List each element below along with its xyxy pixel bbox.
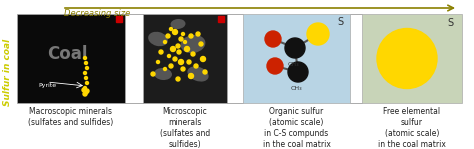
Circle shape bbox=[203, 70, 207, 74]
Ellipse shape bbox=[154, 68, 172, 80]
Text: Macroscopic minerals
(sulfates and sulfides): Macroscopic minerals (sulfates and sulfi… bbox=[28, 107, 114, 127]
Circle shape bbox=[194, 64, 198, 68]
Text: Sulfur in coal: Sulfur in coal bbox=[3, 38, 12, 106]
Circle shape bbox=[85, 89, 89, 93]
Circle shape bbox=[191, 52, 195, 56]
Circle shape bbox=[179, 59, 183, 65]
Bar bbox=[143, 14, 227, 103]
Circle shape bbox=[285, 38, 305, 58]
Circle shape bbox=[169, 64, 173, 68]
Circle shape bbox=[85, 66, 89, 69]
Text: Free elemental
sulfur
(atomic scale)
in the coal matrix: Free elemental sulfur (atomic scale) in … bbox=[378, 107, 446, 149]
Circle shape bbox=[164, 41, 166, 44]
Circle shape bbox=[288, 62, 308, 82]
Text: Organic sulfur
(atomic scale)
in C-S compunds
in the coal matrix: Organic sulfur (atomic scale) in C-S com… bbox=[263, 107, 330, 149]
Circle shape bbox=[164, 67, 166, 70]
Text: Microscopic
minerals
(sulfates and
sulfides): Microscopic minerals (sulfates and sulfi… bbox=[160, 107, 210, 149]
Text: CH₃: CH₃ bbox=[287, 62, 299, 67]
Circle shape bbox=[201, 56, 206, 62]
Circle shape bbox=[156, 60, 159, 63]
Circle shape bbox=[84, 62, 88, 65]
Circle shape bbox=[189, 34, 193, 38]
Circle shape bbox=[176, 77, 180, 81]
Circle shape bbox=[83, 87, 86, 90]
Circle shape bbox=[159, 50, 163, 54]
Circle shape bbox=[173, 57, 177, 61]
Ellipse shape bbox=[171, 19, 185, 29]
Circle shape bbox=[189, 73, 193, 79]
Circle shape bbox=[181, 67, 185, 71]
Circle shape bbox=[84, 76, 88, 80]
Text: Coal: Coal bbox=[47, 45, 87, 63]
Circle shape bbox=[267, 58, 283, 74]
Circle shape bbox=[171, 46, 175, 52]
Text: CH₃: CH₃ bbox=[290, 86, 302, 91]
Circle shape bbox=[82, 88, 86, 92]
Circle shape bbox=[84, 90, 88, 94]
Circle shape bbox=[196, 32, 200, 36]
Circle shape bbox=[83, 92, 87, 96]
Bar bbox=[362, 14, 462, 103]
Circle shape bbox=[183, 41, 186, 44]
Circle shape bbox=[85, 82, 89, 84]
Circle shape bbox=[182, 32, 184, 35]
Ellipse shape bbox=[187, 66, 209, 82]
Bar bbox=[218, 16, 224, 22]
Ellipse shape bbox=[148, 32, 168, 46]
Circle shape bbox=[83, 56, 86, 59]
Circle shape bbox=[177, 50, 181, 54]
Circle shape bbox=[199, 42, 203, 46]
Bar bbox=[17, 14, 125, 103]
Circle shape bbox=[83, 72, 86, 74]
Circle shape bbox=[170, 28, 173, 31]
Circle shape bbox=[176, 44, 180, 48]
Circle shape bbox=[307, 23, 329, 45]
Circle shape bbox=[173, 30, 177, 35]
Bar bbox=[243, 14, 350, 103]
Circle shape bbox=[265, 31, 281, 47]
Circle shape bbox=[187, 60, 191, 64]
Text: S: S bbox=[337, 17, 343, 27]
Circle shape bbox=[377, 28, 437, 89]
Circle shape bbox=[179, 37, 183, 41]
Circle shape bbox=[166, 34, 170, 38]
Circle shape bbox=[184, 46, 190, 52]
Bar bbox=[116, 16, 122, 22]
Circle shape bbox=[167, 55, 171, 58]
Ellipse shape bbox=[181, 35, 205, 53]
Text: Decreasing size: Decreasing size bbox=[64, 9, 130, 18]
Text: Pyrite: Pyrite bbox=[38, 83, 56, 88]
Circle shape bbox=[151, 72, 155, 76]
Text: S: S bbox=[447, 18, 453, 28]
